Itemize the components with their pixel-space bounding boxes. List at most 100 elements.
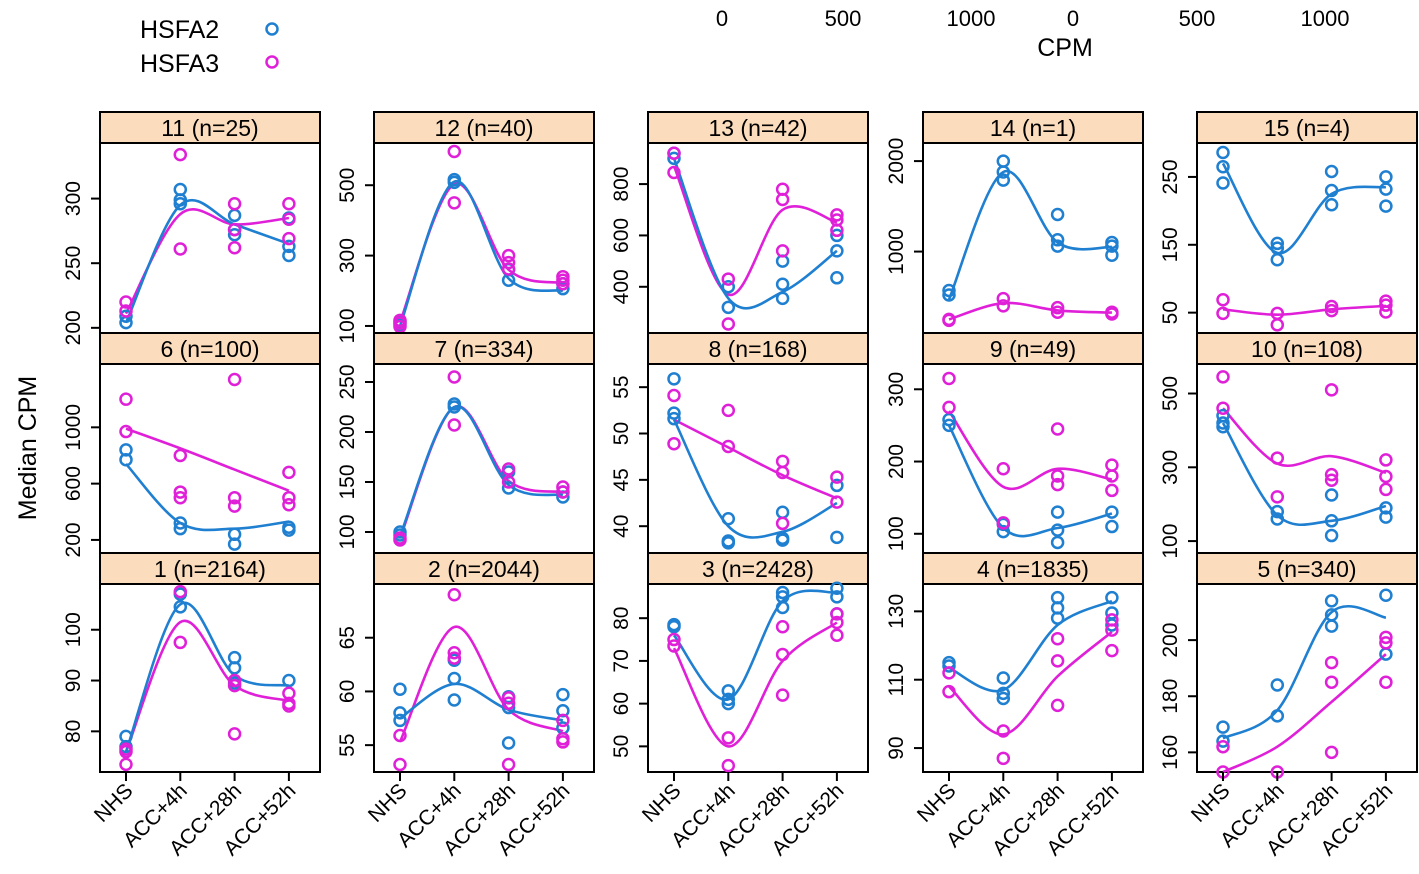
y-tick-label: 100 xyxy=(885,516,908,551)
hsfa2-fit-line xyxy=(1222,605,1387,740)
hsfa3-point xyxy=(227,372,242,387)
hsfa2-point xyxy=(1216,720,1230,734)
hsfa3-point xyxy=(282,490,296,505)
hsfa2-fit-line xyxy=(672,419,838,539)
hsfa3-point xyxy=(282,196,296,211)
hsfa2-point xyxy=(1379,199,1393,213)
hsfa3-point xyxy=(1270,318,1285,332)
y-tick-label: 55 xyxy=(610,375,633,398)
hsfa2-point xyxy=(393,682,407,697)
hsfa2-point xyxy=(393,706,407,720)
hsfa2-point xyxy=(119,452,133,467)
y-tick-label: 200 xyxy=(885,444,908,479)
hsfa2-point xyxy=(996,173,1011,187)
hsfa2-point xyxy=(1050,523,1065,537)
y-tick-label: 150 xyxy=(336,464,359,499)
panel-title: 10 (n=108) xyxy=(1251,336,1363,362)
hsfa2-point xyxy=(227,537,242,551)
y-tick-label: 180 xyxy=(1159,679,1182,714)
panel-title: 9 (n=49) xyxy=(990,336,1076,362)
hsfa2-point xyxy=(721,692,736,707)
y-tick-label: 50 xyxy=(610,422,633,445)
y-tick-label: 100 xyxy=(336,308,359,343)
top-axis-label: CPM xyxy=(1037,34,1093,62)
hsfa2-point xyxy=(1105,590,1119,605)
hsfa3-point xyxy=(1324,745,1339,760)
hsfa3-fit-line xyxy=(398,625,564,743)
hsfa3-point xyxy=(1379,305,1393,319)
hsfa3-point xyxy=(119,744,133,759)
hsfa2-point xyxy=(1324,514,1339,528)
hsfa2-point xyxy=(173,516,188,530)
hsfa2-point xyxy=(1105,248,1119,262)
y-axis-label: Median CPM xyxy=(14,376,42,521)
panel-frame xyxy=(373,363,595,555)
y-tick-label: 100 xyxy=(62,612,85,647)
hsfa3-point xyxy=(1105,469,1119,483)
hsfa2-point xyxy=(1050,535,1065,550)
hsfa2-point xyxy=(1050,505,1065,519)
panel-strip xyxy=(1196,332,1418,365)
hsfa3-fit-line xyxy=(125,427,290,492)
hsfa2-point xyxy=(1324,164,1339,179)
panel-9: 9 (n=49) 100 200 300 xyxy=(885,332,1144,555)
hsfa3-point xyxy=(501,696,516,710)
hsfa3-point xyxy=(1050,300,1065,315)
hsfa3-fit-line xyxy=(673,418,838,500)
hsfa3-point xyxy=(775,647,790,662)
hsfa2-point xyxy=(1050,239,1065,253)
y-tick-label: 600 xyxy=(62,466,85,501)
hsfa2-fit-line xyxy=(398,405,564,537)
hsfa3-point xyxy=(996,516,1011,530)
hsfa2-point xyxy=(721,684,736,698)
hsfa3-point xyxy=(282,497,296,512)
hsfa3-point xyxy=(282,231,296,246)
hsfa2-point xyxy=(775,533,790,547)
hsfa3-point xyxy=(996,291,1011,306)
panel-strip xyxy=(922,552,1144,585)
hsfa3-point xyxy=(556,713,570,728)
top-cpm-axis: 0 500 1000 0 500 1000 CPM xyxy=(716,6,1350,62)
hsfa2-point xyxy=(1105,519,1119,534)
hsfa3-point xyxy=(1050,469,1065,483)
hsfa2-point xyxy=(1216,145,1230,160)
hsfa2-point xyxy=(1105,239,1119,253)
y-tick-label: 800 xyxy=(610,167,633,202)
hsfa3-point xyxy=(667,388,681,403)
x-tick-label: NHS xyxy=(1187,779,1235,827)
hsfa3-point xyxy=(282,465,296,480)
hsfa2-point xyxy=(942,418,956,433)
panel-frame xyxy=(373,583,595,773)
hsfa3-fit-line xyxy=(398,182,564,323)
hsfa3-point xyxy=(119,295,133,309)
panel-strip xyxy=(1196,552,1418,585)
y-tick-label: 300 xyxy=(885,372,908,407)
panel-strip xyxy=(647,111,869,144)
legend-label-hsfa2: HSFA2 xyxy=(140,16,219,44)
hsfa2-point xyxy=(173,521,188,536)
y-tick-label: 70 xyxy=(610,649,633,672)
hsfa2-point xyxy=(1324,528,1339,543)
panel-title: 11 (n=25) xyxy=(161,115,258,141)
hsfa3-point xyxy=(1379,636,1393,650)
y-tick-label: 200 xyxy=(62,522,85,557)
hsfa3-fit-line xyxy=(398,404,564,539)
hsfa3-point xyxy=(447,646,462,660)
panel-12: 12 (n=40) 100 300 500 xyxy=(336,111,595,343)
hsfa3-point xyxy=(119,392,133,406)
hsfa3-point xyxy=(775,619,790,634)
hsfa2-fit-line xyxy=(947,169,1112,301)
y-tick-label: 90 xyxy=(885,736,908,759)
hsfa2-point xyxy=(393,713,407,728)
hsfa2-point xyxy=(830,581,844,596)
y-tick-label: 200 xyxy=(1159,623,1182,658)
hsfa3-fit-line xyxy=(1222,304,1386,317)
hsfa3-point xyxy=(942,666,956,680)
hsfa3-point xyxy=(1324,299,1339,314)
hsfa2-point xyxy=(721,512,736,526)
hsfa2-point xyxy=(1379,170,1393,184)
legend-marker-hsfa2 xyxy=(265,22,279,36)
y-tick-label: 600 xyxy=(610,218,633,253)
hsfa2-point xyxy=(775,277,790,291)
